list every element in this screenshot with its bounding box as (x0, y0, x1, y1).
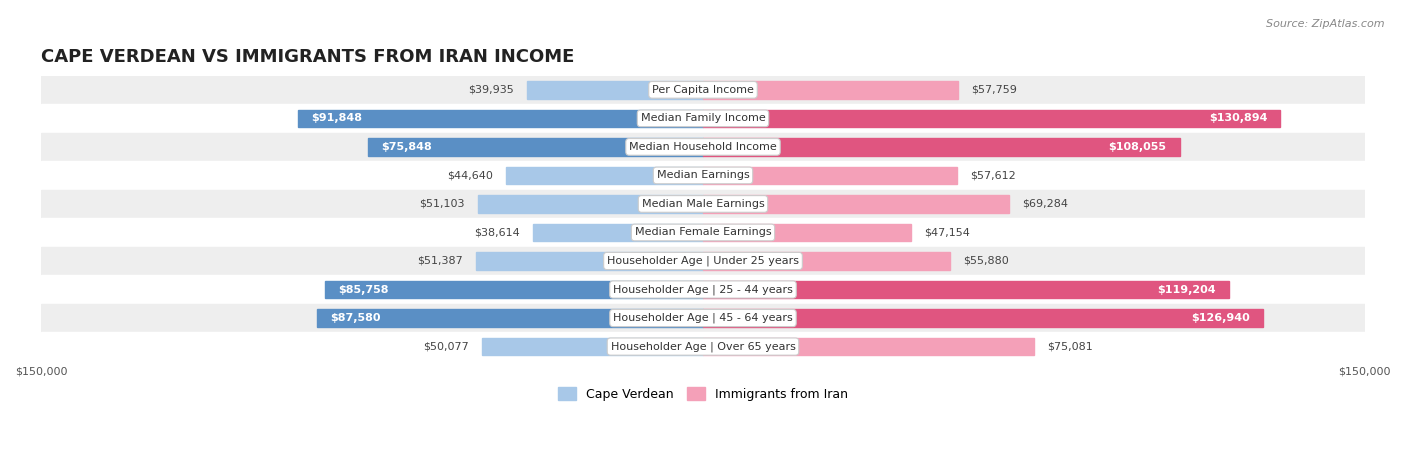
Bar (506, 167, 703, 184)
Bar (325, 281, 703, 298)
Text: $51,387: $51,387 (418, 256, 463, 266)
Bar (703, 252, 949, 270)
Bar (527, 81, 703, 99)
Bar (41, 76, 1365, 104)
Text: $130,894: $130,894 (1209, 113, 1267, 123)
Bar (41, 133, 1365, 161)
Bar (703, 81, 957, 99)
Text: $75,848: $75,848 (381, 142, 433, 152)
Text: Median Earnings: Median Earnings (657, 170, 749, 180)
Text: $57,612: $57,612 (970, 170, 1017, 180)
Text: Per Capita Income: Per Capita Income (652, 85, 754, 95)
Text: CAPE VERDEAN VS IMMIGRANTS FROM IRAN INCOME: CAPE VERDEAN VS IMMIGRANTS FROM IRAN INC… (41, 48, 575, 66)
Text: Householder Age | Under 25 years: Householder Age | Under 25 years (607, 256, 799, 266)
Bar (478, 195, 703, 213)
Text: $51,103: $51,103 (419, 199, 464, 209)
Bar (703, 309, 1263, 327)
Legend: Cape Verdean, Immigrants from Iran: Cape Verdean, Immigrants from Iran (553, 382, 853, 406)
Bar (703, 167, 957, 184)
Bar (703, 195, 1008, 213)
Text: $50,077: $50,077 (423, 341, 468, 352)
Bar (368, 138, 703, 156)
Bar (703, 110, 1281, 127)
Text: $55,880: $55,880 (963, 256, 1008, 266)
Text: $69,284: $69,284 (1022, 199, 1069, 209)
Text: $39,935: $39,935 (468, 85, 513, 95)
Text: $57,759: $57,759 (972, 85, 1017, 95)
Text: $126,940: $126,940 (1191, 313, 1250, 323)
Text: $75,081: $75,081 (1047, 341, 1094, 352)
Text: Median Female Earnings: Median Female Earnings (634, 227, 772, 237)
Text: $47,154: $47,154 (924, 227, 970, 237)
Bar (41, 333, 1365, 361)
Bar (703, 138, 1180, 156)
Bar (703, 224, 911, 241)
Text: $38,614: $38,614 (474, 227, 519, 237)
Bar (41, 247, 1365, 275)
Text: $44,640: $44,640 (447, 170, 494, 180)
Bar (41, 218, 1365, 247)
Text: $91,848: $91,848 (311, 113, 361, 123)
Text: $85,758: $85,758 (337, 284, 388, 295)
Bar (41, 104, 1365, 133)
Bar (298, 110, 703, 127)
Text: $87,580: $87,580 (330, 313, 381, 323)
Text: Median Household Income: Median Household Income (628, 142, 778, 152)
Text: Householder Age | 45 - 64 years: Householder Age | 45 - 64 years (613, 313, 793, 323)
Bar (703, 281, 1229, 298)
Text: Median Family Income: Median Family Income (641, 113, 765, 123)
Text: Source: ZipAtlas.com: Source: ZipAtlas.com (1267, 19, 1385, 28)
Bar (316, 309, 703, 327)
Text: Householder Age | 25 - 44 years: Householder Age | 25 - 44 years (613, 284, 793, 295)
Bar (41, 190, 1365, 218)
Text: $108,055: $108,055 (1108, 142, 1167, 152)
Bar (477, 252, 703, 270)
Text: $119,204: $119,204 (1157, 284, 1216, 295)
Bar (482, 338, 703, 355)
Text: Median Male Earnings: Median Male Earnings (641, 199, 765, 209)
Text: Householder Age | Over 65 years: Householder Age | Over 65 years (610, 341, 796, 352)
Bar (41, 304, 1365, 333)
Bar (703, 338, 1035, 355)
Bar (533, 224, 703, 241)
Bar (41, 161, 1365, 190)
Bar (41, 275, 1365, 304)
